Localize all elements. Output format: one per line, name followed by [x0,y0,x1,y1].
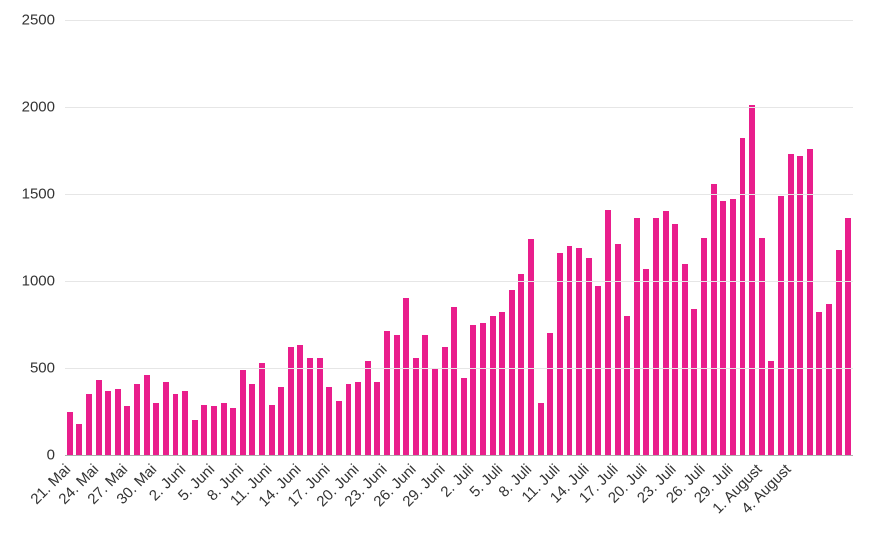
gridline [65,194,853,195]
bar [557,253,563,455]
bar [624,316,630,455]
bar [461,378,467,455]
gridline [65,455,853,456]
bar [288,347,294,455]
bar [634,218,640,455]
bar [663,211,669,455]
bar [538,403,544,455]
bar [346,384,352,455]
bar [192,420,198,455]
bar [615,244,621,455]
bar [605,210,611,455]
bar [816,312,822,455]
bar [480,323,486,455]
bar [105,391,111,455]
bar [201,405,207,455]
bar [711,184,717,455]
bar [720,201,726,455]
bar [682,264,688,455]
bar [374,382,380,455]
bar [413,358,419,455]
gridline [65,107,853,108]
x-tick-label: 5. Juli [467,461,507,501]
bar [76,424,82,455]
bar [182,391,188,455]
bar [528,239,534,455]
bar [336,401,342,455]
bar [845,218,851,455]
bar [701,238,707,456]
bar [547,333,553,455]
bar [778,196,784,455]
y-tick-label: 2500 [0,12,55,29]
bar [163,382,169,455]
bar [788,154,794,455]
bar [451,307,457,455]
bar [153,403,159,455]
bar [230,408,236,455]
bar [67,412,73,456]
bar [691,309,697,455]
bar [211,406,217,455]
bar [826,304,832,455]
plot-area [65,20,853,455]
bar [249,384,255,455]
y-tick-label: 1000 [0,273,55,290]
bar [86,394,92,455]
bar [144,375,150,455]
bar [509,290,515,455]
bar [96,380,102,455]
gridline [65,368,853,369]
bar [595,286,601,455]
y-tick-label: 1500 [0,186,55,203]
x-tick-label: 2. Juli [438,461,478,501]
bar [326,387,332,455]
bar [115,389,121,455]
y-tick-label: 0 [0,447,55,464]
bars-container [65,20,853,455]
bar [567,246,573,455]
bar [643,269,649,455]
bar [759,238,765,456]
bar [297,345,303,455]
bar [240,370,246,455]
bar [403,298,409,455]
bar [365,361,371,455]
bar-chart: 05001000150020002500 21. Mai24. Mai27. M… [0,0,873,540]
bar [278,387,284,455]
bar [730,199,736,455]
bar [432,368,438,455]
bar [269,405,275,455]
bar [124,406,130,455]
bar [394,335,400,455]
bar [221,403,227,455]
bar [355,382,361,455]
bar [259,363,265,455]
bar [470,325,476,456]
bar [422,335,428,455]
bar [576,248,582,455]
bar [768,361,774,455]
bar [740,138,746,455]
bar [586,258,592,455]
bar [317,358,323,455]
y-tick-label: 2000 [0,99,55,116]
bar [518,274,524,455]
bar [490,316,496,455]
bar [653,218,659,455]
bar [797,156,803,455]
bar [442,347,448,455]
bar [307,358,313,455]
gridline [65,281,853,282]
bar [499,312,505,455]
bar [134,384,140,455]
gridline [65,20,853,21]
bar [173,394,179,455]
y-tick-label: 500 [0,360,55,377]
bar [672,224,678,455]
bar [384,331,390,455]
